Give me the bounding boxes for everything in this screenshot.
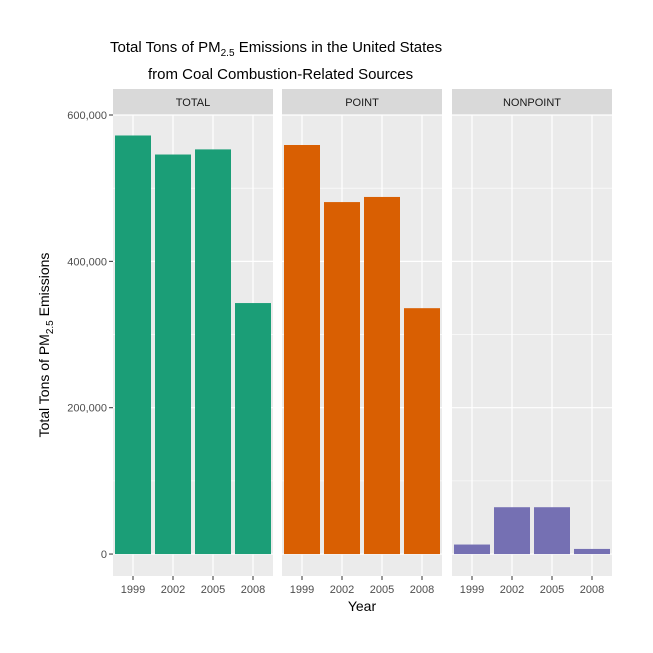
x-tick-label: 2002 xyxy=(161,584,185,596)
x-tick-label: 2005 xyxy=(540,584,564,596)
facet-point: POINT 1999 2002 2005 2008 xyxy=(282,89,442,596)
bar-total-2008 xyxy=(235,303,271,555)
bar-total-2002 xyxy=(155,154,191,555)
facet-strip-label: NONPOINT xyxy=(503,97,561,109)
y-tick-label: 0 xyxy=(101,549,107,561)
chart-title-line-1: Total Tons of PM2.5 Emissions in the Uni… xyxy=(110,39,442,59)
facet-total: TOTAL 1999 2002 2005 2008 xyxy=(113,89,273,596)
x-tick-label: 2008 xyxy=(410,584,434,596)
chart-title-line-2: from Coal Combustion-Related Sources xyxy=(148,66,413,83)
facet-panels: TOTAL 1999 2002 2005 2008 POINT 1999 2002 2005 20… xyxy=(113,89,612,596)
bar-total-2005 xyxy=(195,149,231,555)
x-tick-label: 2008 xyxy=(580,584,604,596)
y-tick-label: 600,000 xyxy=(67,110,107,122)
bar-nonpoint-1999 xyxy=(454,544,490,555)
x-tick-label: 2005 xyxy=(370,584,394,596)
x-tick-label: 2002 xyxy=(330,584,354,596)
x-tick-label: 1999 xyxy=(121,584,145,596)
x-tick-label: 2005 xyxy=(201,584,225,596)
y-tick-label: 400,000 xyxy=(67,256,107,268)
facet-strip xyxy=(282,89,442,115)
x-axis-title: Year xyxy=(348,598,377,614)
bar-nonpoint-2002 xyxy=(494,507,530,555)
bar-nonpoint-2008 xyxy=(574,548,610,555)
y-axis: 0 200,000 400,000 600,000 xyxy=(67,110,113,561)
bar-point-2002 xyxy=(324,202,360,555)
y-tick-label: 200,000 xyxy=(67,403,107,415)
facet-strip-label: POINT xyxy=(345,97,379,109)
panel-background xyxy=(452,115,612,576)
x-tick-label: 2008 xyxy=(241,584,265,596)
x-tick-label: 1999 xyxy=(290,584,314,596)
facet-nonpoint: NONPOINT 1999 2002 2005 2008 xyxy=(452,89,612,596)
bar-point-2008 xyxy=(404,308,440,555)
bar-total-1999 xyxy=(115,135,151,555)
bar-point-1999 xyxy=(284,145,320,555)
y-axis-title: Total Tons of PM2.5 Emissions xyxy=(36,253,56,438)
bar-point-2005 xyxy=(364,196,400,555)
facet-strip xyxy=(452,89,612,115)
facet-strip-label: TOTAL xyxy=(176,97,210,109)
x-tick-label: 1999 xyxy=(460,584,484,596)
x-tick-label: 2002 xyxy=(500,584,524,596)
facet-strip xyxy=(113,89,273,115)
bar-nonpoint-2005 xyxy=(534,507,570,555)
